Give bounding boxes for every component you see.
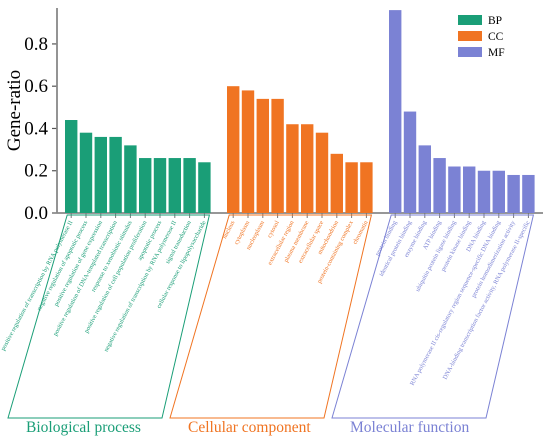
cc-bar <box>301 124 314 213</box>
mf-bar <box>403 111 417 213</box>
mf-bar <box>448 166 461 213</box>
cc-bar <box>241 90 255 213</box>
bp-bar <box>153 158 167 213</box>
y-tick-label: 0.8 <box>24 34 48 55</box>
cc-group-label: Cellular component <box>188 419 311 436</box>
cc-category-label: cytosol <box>266 219 281 239</box>
cc-label-bracket <box>169 214 373 419</box>
mf-bar <box>492 170 505 213</box>
bp-bar <box>168 158 181 213</box>
bp-bar <box>79 132 93 213</box>
legend-swatch-bp <box>458 15 482 25</box>
bp-bar <box>124 145 137 213</box>
legend-swatch-mf <box>458 47 482 57</box>
bp-bar <box>65 120 78 213</box>
bp-bar <box>198 162 211 213</box>
y-tick-label: 0.4 <box>24 118 48 139</box>
mf-label-bracket <box>331 214 535 419</box>
cc-bar <box>227 86 240 213</box>
legend-label-cc: CC <box>488 31 504 43</box>
legend-label-bp: BP <box>488 15 502 27</box>
cc-bar <box>286 124 299 213</box>
bp-bar <box>183 158 196 213</box>
bp-bar <box>94 136 107 213</box>
bp-label-bracket <box>7 214 211 419</box>
mf-bar <box>433 158 446 213</box>
cc-bar <box>256 98 269 213</box>
cc-bar <box>330 153 343 213</box>
mf-bar <box>418 145 431 213</box>
y-axis-label: Gene-ratio <box>4 70 25 151</box>
bp-group-label: Biological process <box>26 419 141 436</box>
mf-bar <box>477 170 491 213</box>
legend-label-mf: MF <box>488 47 505 59</box>
bp-bar <box>139 158 152 213</box>
cc-bar <box>360 162 373 213</box>
mf-bar <box>507 174 520 213</box>
cc-bar <box>345 162 358 213</box>
mf-group-label: Molecular function <box>350 419 469 436</box>
cc-bar <box>315 132 329 213</box>
mf-bar <box>389 10 402 213</box>
cc-category-label: nucleus <box>221 219 236 240</box>
mf-bar <box>522 174 535 213</box>
y-tick-label: 0.0 <box>24 203 48 224</box>
y-tick-label: 0.2 <box>24 161 48 182</box>
legend-swatch-cc <box>458 31 482 41</box>
mf-bar <box>463 166 476 213</box>
y-tick-label: 0.6 <box>24 76 48 97</box>
cc-bar <box>271 98 284 213</box>
bp-bar <box>109 136 122 213</box>
